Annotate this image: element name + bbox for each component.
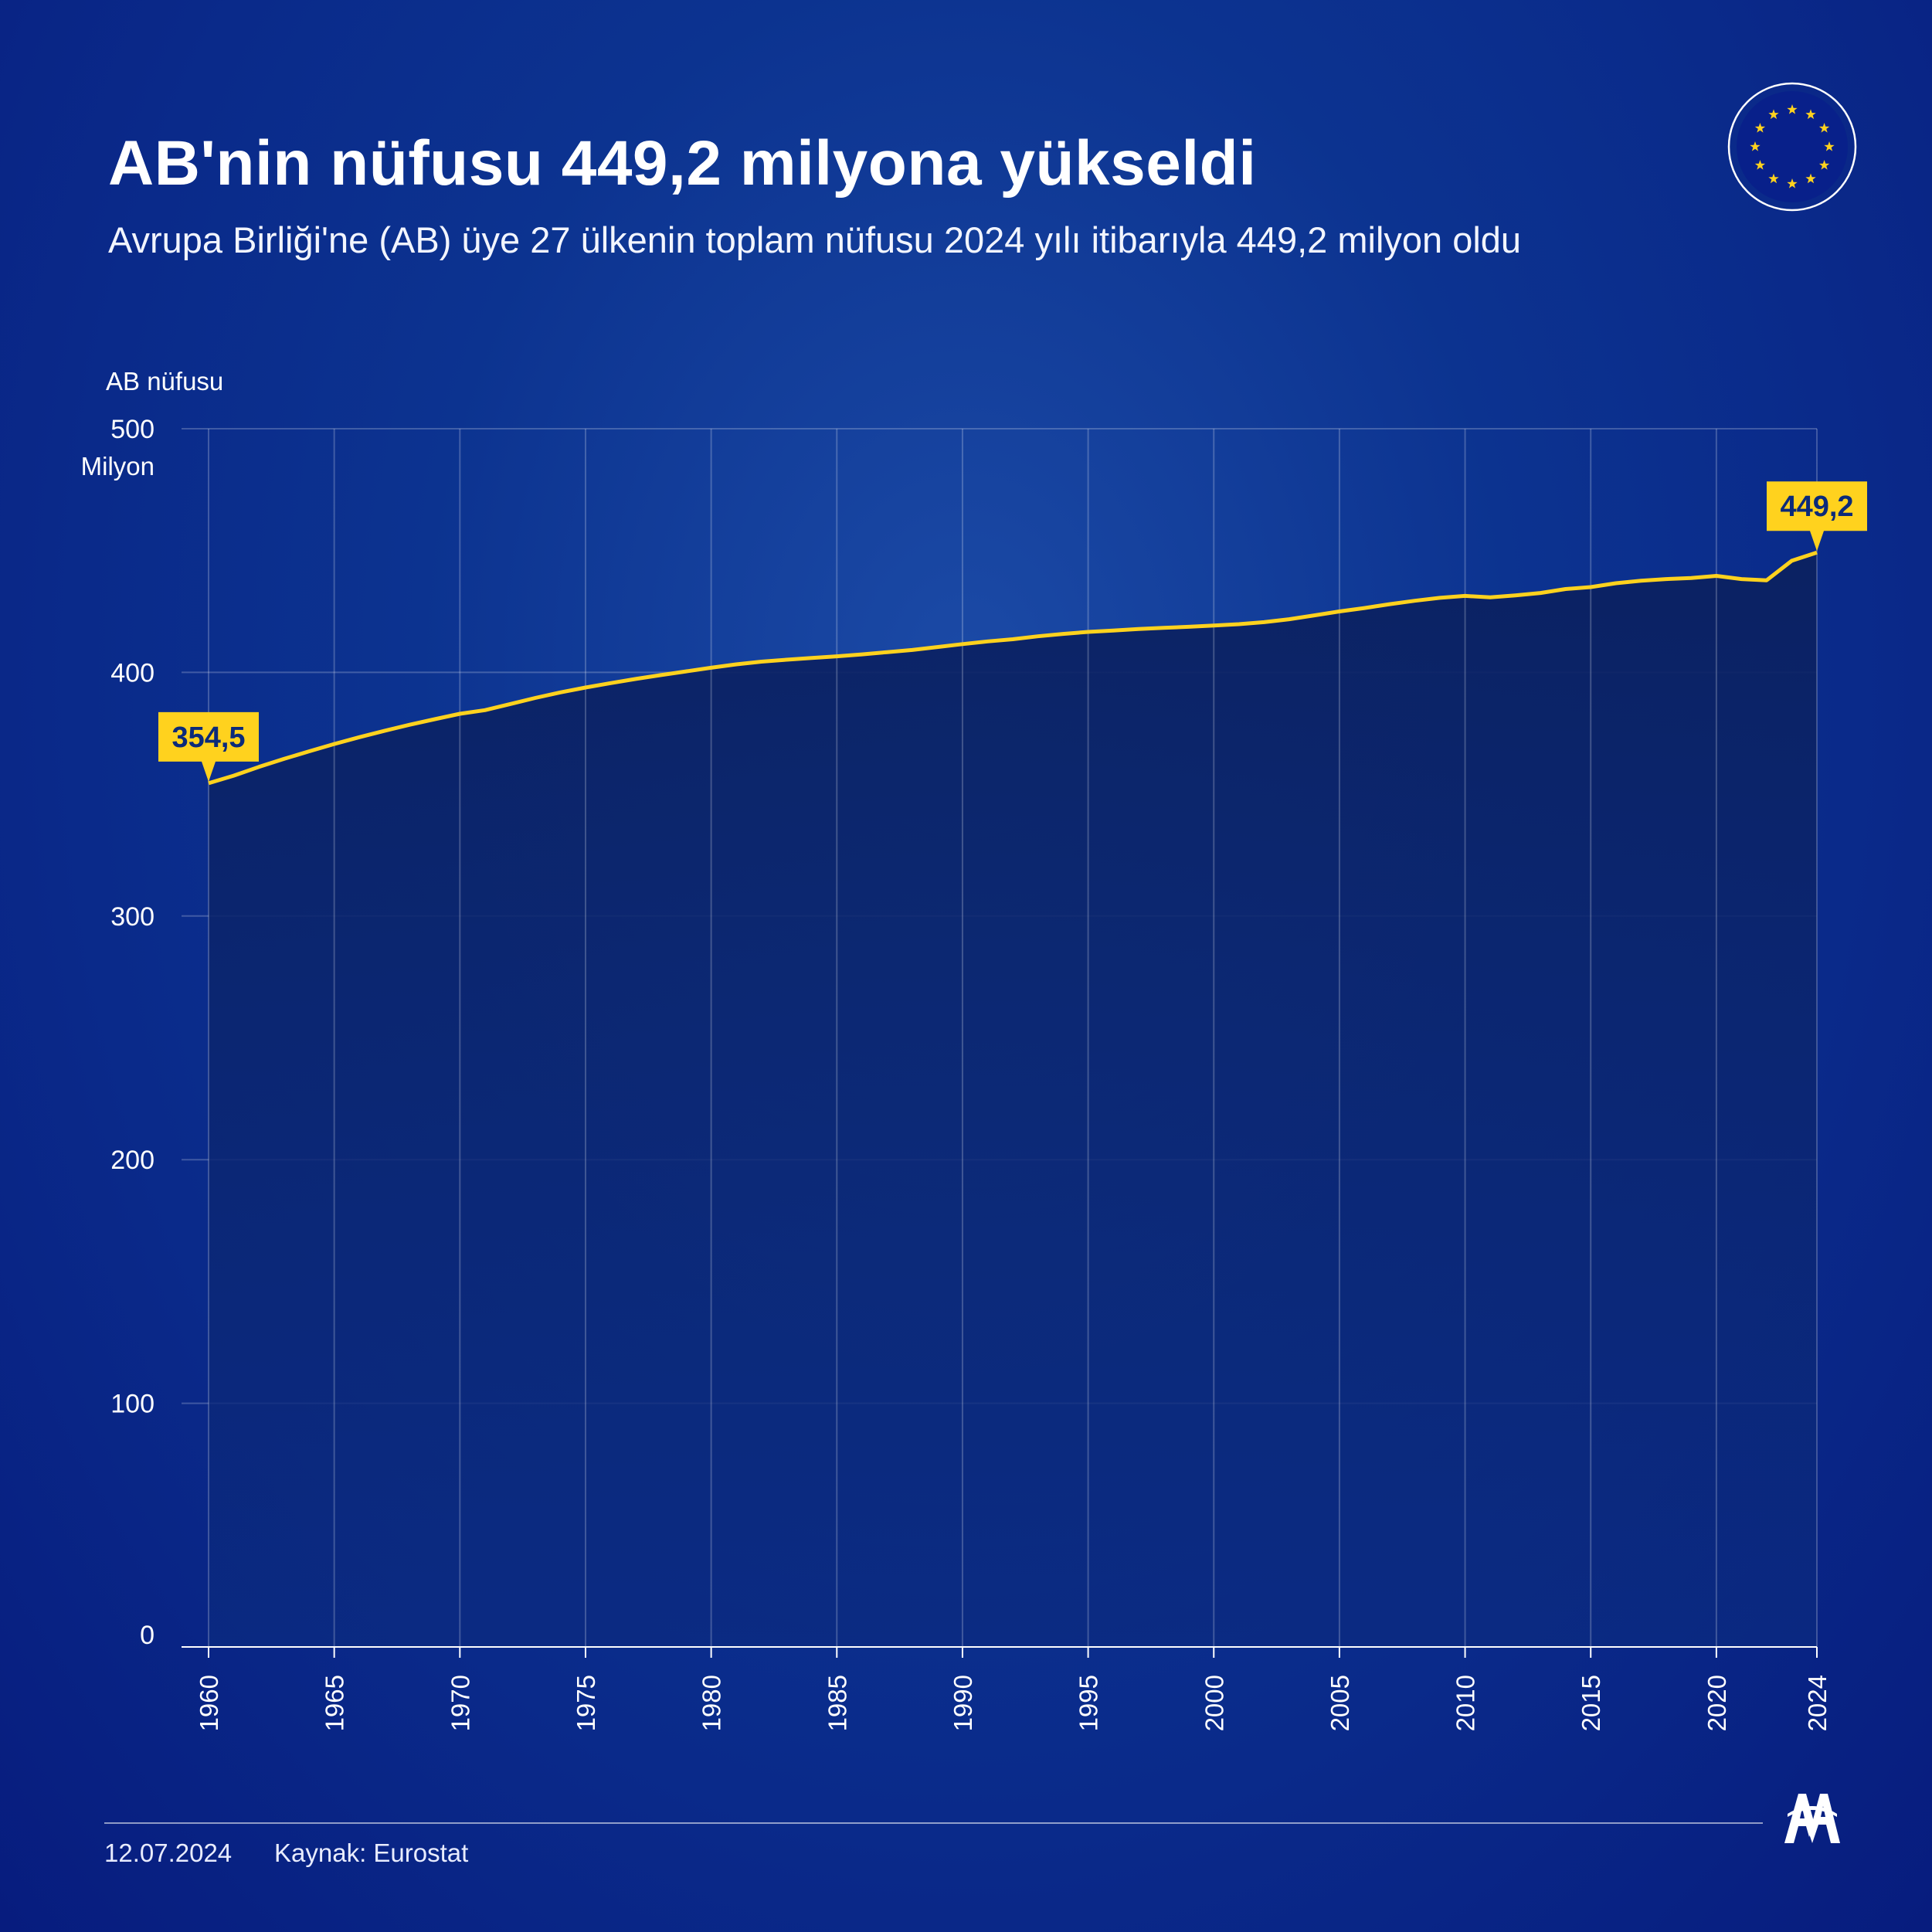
eu-star-icon	[1750, 141, 1761, 151]
footer-divider	[104, 1822, 1763, 1824]
eu-star-icon	[1805, 173, 1816, 184]
x-tick-label: 2020	[1703, 1675, 1731, 1731]
y-tick-label: 500	[110, 415, 154, 444]
aa-logo-icon	[1784, 1794, 1840, 1843]
x-tick-label: 2024	[1803, 1675, 1832, 1731]
population-area	[209, 552, 1817, 1648]
y-axis-label: AB nüfusu	[106, 367, 223, 396]
x-tick-label: 1960	[195, 1675, 223, 1731]
eu-star-icon	[1818, 123, 1830, 133]
y-tick-label: 200	[110, 1146, 154, 1175]
x-tick-label: 2015	[1577, 1675, 1605, 1731]
page-title: AB'nin nüfusu 449,2 milyona yükseldi	[108, 128, 1257, 199]
y-tick-label: 0	[140, 1621, 154, 1650]
y-tick-label: 100	[110, 1390, 154, 1419]
x-tick-label: 2005	[1326, 1675, 1354, 1731]
x-tick-label: 2000	[1200, 1675, 1228, 1731]
x-tick-label: 1995	[1075, 1675, 1103, 1731]
footer-date: 12.07.2024	[104, 1839, 233, 1867]
eu-star-icon	[1768, 173, 1779, 184]
y-tick-label: 300	[110, 902, 154, 932]
value-callout	[158, 711, 259, 782]
x-tick-label: 1980	[698, 1675, 726, 1731]
eu-star-icon	[1787, 104, 1798, 114]
x-tick-label: 1970	[446, 1675, 474, 1731]
x-tick-label: 1975	[572, 1675, 600, 1731]
eu-flag-icon	[1727, 82, 1857, 212]
y-tick-label: 400	[110, 658, 154, 688]
eu-star-icon	[1754, 123, 1766, 133]
eu-star-icon	[1818, 160, 1830, 170]
x-tick-label: 1965	[321, 1675, 349, 1731]
value-callout	[1767, 481, 1867, 552]
eu-star-icon	[1768, 109, 1779, 120]
x-tick-label: 2010	[1452, 1675, 1480, 1731]
footer-source: Kaynak: Eurostat	[274, 1839, 469, 1867]
y-axis-unit: Milyon	[81, 452, 154, 480]
eu-star-icon	[1787, 178, 1798, 188]
population-line	[208, 550, 1818, 786]
eu-star-icon	[1805, 109, 1816, 120]
x-tick-label: 1990	[949, 1675, 977, 1731]
eu-star-icon	[1824, 141, 1835, 151]
x-tick-label: 1985	[823, 1675, 851, 1731]
value-callout-label: 354,5	[171, 722, 245, 754]
eu-star-icon	[1754, 160, 1766, 170]
page-subtitle: Avrupa Birliği'ne (AB) üye 27 ülkenin to…	[108, 219, 1522, 260]
value-callout-label: 449,2	[1780, 491, 1853, 523]
